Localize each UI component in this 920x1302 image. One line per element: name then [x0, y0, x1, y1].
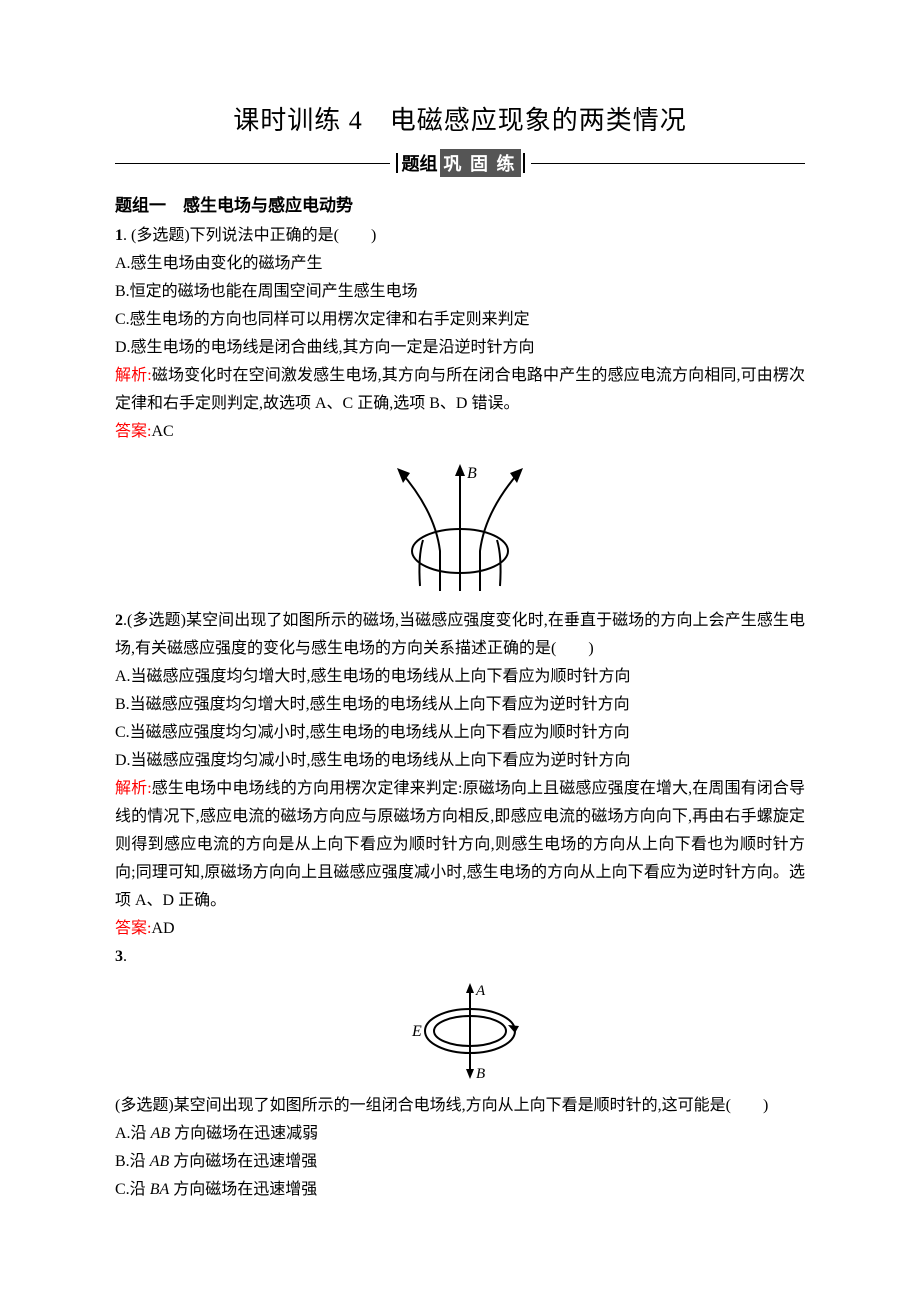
divider-bar-icon [396, 153, 398, 173]
analysis-label: 解析: [115, 367, 152, 384]
q2-analysis: 解析:感生电场中电场线的方向用楞次定律来判定:原磁场向上且磁感应强度在增大,在周… [115, 775, 805, 915]
q3-option-b: B.沿 AB 方向磁场在迅速增强 [115, 1148, 805, 1176]
page-title: 课时训练 4 电磁感应现象的两类情况 [115, 100, 805, 137]
q1-analysis: 解析:磁场变化时在空间激发感生电场,其方向与所在闭合电路中产生的感应电流方向相同… [115, 362, 805, 418]
divider-text-left: 题组 [400, 150, 440, 176]
q3-a-ab: AB [151, 1125, 171, 1142]
q3-b-ab: AB [150, 1153, 170, 1170]
q1-option-a: A.感生电场由变化的磁场产生 [115, 250, 805, 278]
q3-c-post: 方向磁场在迅速增强 [169, 1181, 317, 1198]
divider-line-right [531, 163, 806, 164]
q3-number-line: 3. [115, 943, 805, 971]
analysis-label: 解析: [115, 780, 152, 797]
q1-stem: 1. (多选题)下列说法中正确的是( ) [115, 222, 805, 250]
q2-stem-text: .(多选题)某空间出现了如图所示的磁场,当磁感应强度变化时,在垂直于磁场的方向上… [115, 612, 805, 657]
q2-answer-text: AD [151, 920, 174, 937]
q1-stem-text: . (多选题)下列说法中正确的是( ) [123, 227, 376, 244]
figure-2-label-a: A [475, 983, 486, 999]
q3-a-pre: A.沿 [115, 1125, 151, 1142]
q1-analysis-text: 磁场变化时在空间激发感生电场,其方向与所在闭合电路中产生的感应电流方向相同,可由… [115, 367, 805, 412]
q1-option-c: C.感生电场的方向也同样可以用楞次定律和右手定则来判定 [115, 306, 805, 334]
q3-stem: (多选题)某空间出现了如图所示的一组闭合电场线,方向从上向下看是顺时针的,这可能… [115, 1092, 805, 1120]
q3-b-pre: B.沿 [115, 1153, 150, 1170]
document-page: 课时训练 4 电磁感应现象的两类情况 题组 巩 固 练 题组一 感生电场与感应电… [0, 0, 920, 1264]
q3-b-post: 方向磁场在迅速增强 [169, 1153, 317, 1170]
q2-option-b: B.当磁感应强度均匀增大时,感生电场的电场线从上向下看应为逆时针方向 [115, 691, 805, 719]
figure-1: B [115, 456, 805, 601]
q1-option-b: B.恒定的磁场也能在周围空间产生感生电场 [115, 278, 805, 306]
answer-label: 答案: [115, 423, 151, 440]
q2-option-a: A.当磁感应强度均匀增大时,感生电场的电场线从上向下看应为顺时针方向 [115, 663, 805, 691]
q1-answer: 答案:AC [115, 418, 805, 446]
q2-number: 2 [115, 612, 123, 629]
q3-option-a: A.沿 AB 方向磁场在迅速减弱 [115, 1120, 805, 1148]
q2-answer: 答案:AD [115, 915, 805, 943]
answer-label: 答案: [115, 920, 151, 937]
figure-2-label-e: E [411, 1023, 422, 1040]
q3-dot: . [123, 948, 127, 965]
q2-option-c: C.当磁感应强度均匀减小时,感生电场的电场线从上向下看应为顺时针方向 [115, 719, 805, 747]
figure-1-label-b: B [467, 465, 477, 482]
q1-option-d: D.感生电场的电场线是闭合曲线,其方向一定是沿逆时针方向 [115, 334, 805, 362]
figure-2-label-b: B [476, 1066, 485, 1081]
q2-stem: 2.(多选题)某空间出现了如图所示的磁场,当磁感应强度变化时,在垂直于磁场的方向… [115, 607, 805, 663]
q3-c-ba: BA [150, 1181, 170, 1198]
q3-number: 3 [115, 948, 123, 965]
divider-bar-icon [523, 153, 525, 173]
divider-line-left [115, 163, 390, 164]
q3-option-c: C.沿 BA 方向磁场在迅速增强 [115, 1176, 805, 1204]
section-divider: 题组 巩 固 练 [115, 149, 805, 177]
closed-field-line-diagram: A B E [380, 981, 540, 1081]
figure-2: A B E [115, 981, 805, 1086]
q2-analysis-text: 感生电场中电场线的方向用楞次定律来判定:原磁场向上且磁感应强度在增大,在周围有闭… [115, 780, 805, 909]
magnetic-field-diagram: B [385, 456, 535, 596]
q1-answer-text: AC [151, 423, 173, 440]
divider-text-right: 巩 固 练 [440, 149, 521, 177]
q3-a-post: 方向磁场在迅速减弱 [170, 1125, 318, 1142]
q2-option-d: D.当磁感应强度均匀减小时,感生电场的电场线从上向下看应为逆时针方向 [115, 747, 805, 775]
group-heading: 题组一 感生电场与感应电动势 [115, 191, 805, 216]
q1-number: 1 [115, 227, 123, 244]
q3-c-pre: C.沿 [115, 1181, 150, 1198]
divider-label: 题组 巩 固 练 [394, 149, 527, 177]
